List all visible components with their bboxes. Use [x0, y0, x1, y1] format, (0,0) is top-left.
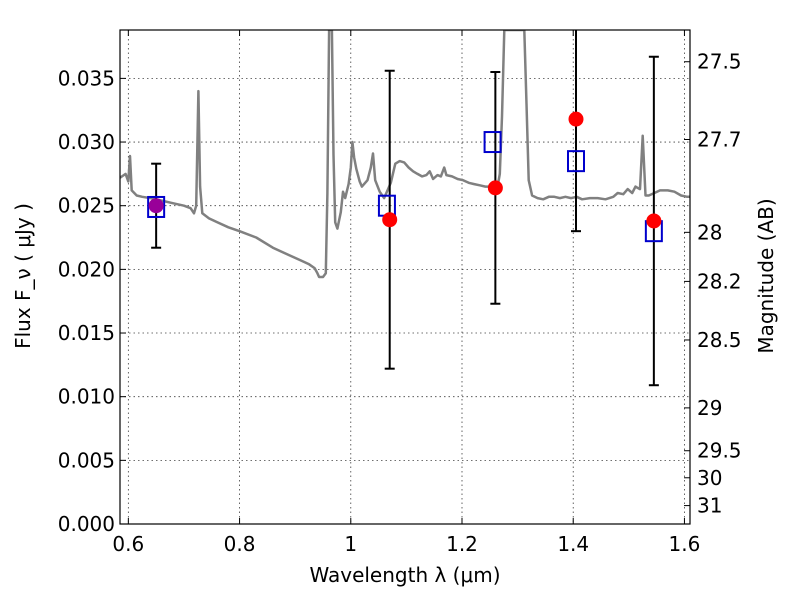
- model-bandpass-square: [483, 131, 502, 154]
- y2-tick-label: 28: [697, 220, 722, 244]
- spectrum-line: [120, 30, 690, 279]
- observed-flux-point: [148, 198, 164, 214]
- y2-tick-label: 31: [697, 494, 722, 518]
- y-tick-label: 0.015: [58, 321, 115, 345]
- axis-ticks: 0.6 0.8 1 1.2 1.4 1.6 0.000 0.005 0.010 0.015 0.02…: [58, 30, 742, 556]
- observed-flux-point: [568, 111, 584, 127]
- x-tick-label: 1: [344, 532, 357, 556]
- model-spectrum: [120, 30, 690, 279]
- y-tick-label: 0.035: [58, 66, 115, 90]
- y2-tick-label: 27.7: [697, 128, 742, 152]
- y2-tick-label: 30: [697, 466, 722, 490]
- grid: [120, 30, 690, 525]
- observed-flux-points: [148, 111, 662, 229]
- y2-tick-label: 28.2: [697, 269, 742, 293]
- x-tick-label: 1.2: [446, 532, 478, 556]
- y-tick-label: 0.020: [58, 257, 115, 281]
- y-tick-label: 0.030: [58, 130, 115, 154]
- x-tick-label: 0.8: [224, 532, 256, 556]
- model-bandpass-square: [147, 195, 166, 218]
- x-tick-label: 1.4: [557, 532, 589, 556]
- y2-tick-label: 29.5: [697, 439, 742, 463]
- y-tick-label: 0.025: [58, 194, 115, 218]
- x-axis-label: Wavelength λ (μm): [309, 563, 500, 587]
- error-bars: [151, 30, 659, 387]
- y2-axis-label: Magnitude (AB): [754, 198, 778, 353]
- plot-frame: [119, 29, 691, 525]
- y2-tick-label: 28.5: [697, 328, 742, 352]
- y-tick-label: 0.010: [58, 385, 115, 409]
- y-tick-label: 0.005: [58, 448, 115, 472]
- x-tick-label: 0.6: [112, 532, 144, 556]
- model-bandpass-squares: [147, 131, 663, 243]
- y2-tick-label: 27.5: [697, 50, 742, 74]
- observed-flux-point: [487, 180, 503, 196]
- model-bandpass-square: [567, 150, 585, 173]
- observed-flux-point: [646, 213, 662, 229]
- observed-flux-point: [382, 212, 398, 228]
- y2-tick-label: 29: [697, 396, 722, 420]
- y-axis-label: Flux F_ν ( μJy ): [11, 203, 35, 349]
- x-tick-label: 1.6: [669, 532, 701, 556]
- y-tick-label: 0.000: [58, 512, 115, 536]
